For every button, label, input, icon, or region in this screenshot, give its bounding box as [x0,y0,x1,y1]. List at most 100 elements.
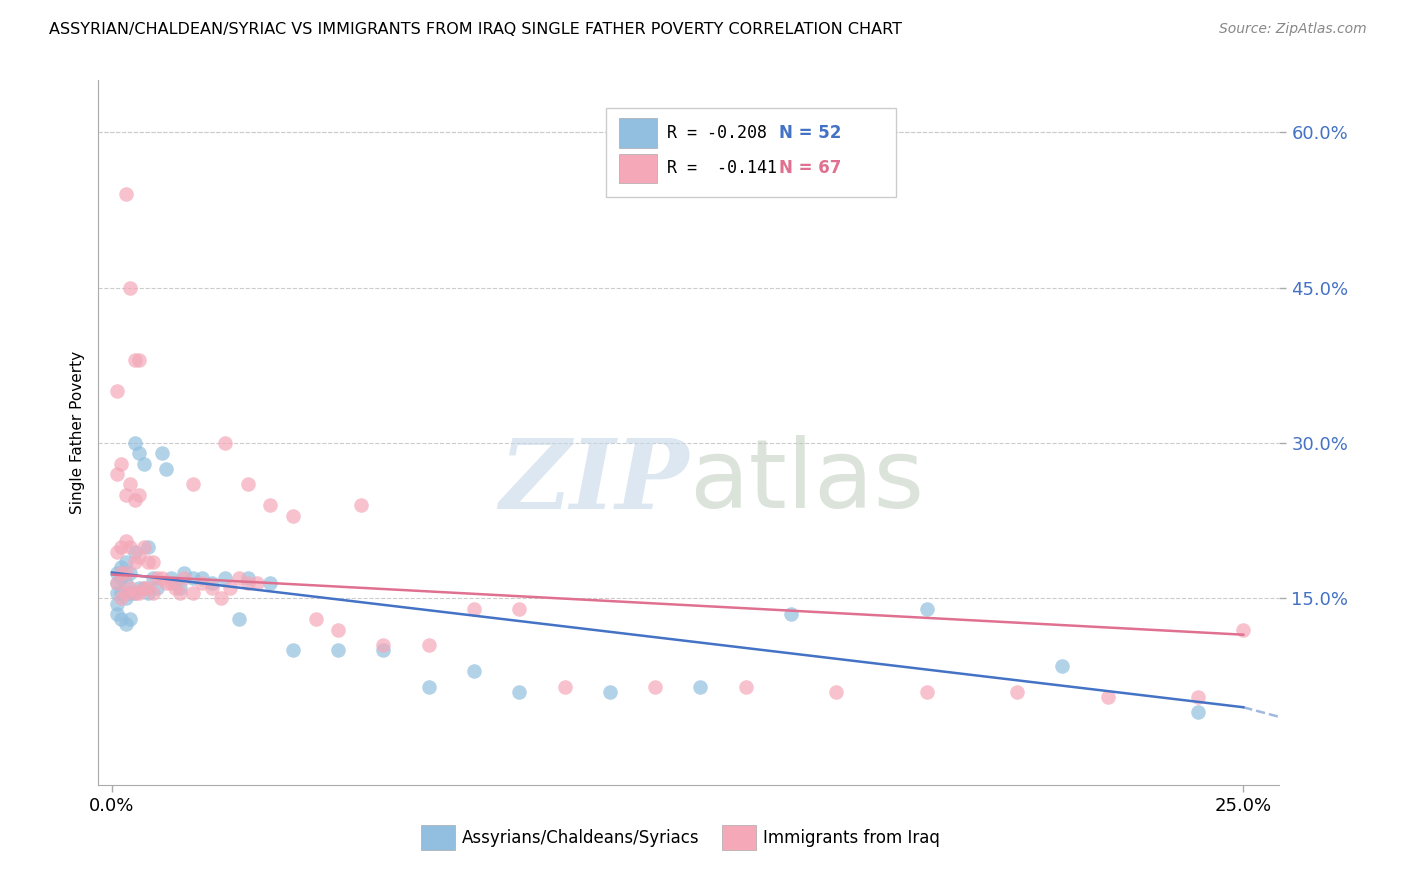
Point [915,684,938,698]
Point [200,575,222,590]
Point [418,638,440,652]
Point [124,586,146,600]
Point [373,643,395,657]
Point [236,477,259,491]
Point [120,540,142,554]
Point [246,575,269,590]
Point [114,534,136,549]
Point [124,586,146,600]
Point [214,436,236,450]
Point [136,581,159,595]
Point [191,575,214,590]
Point [132,581,155,595]
Point [463,601,485,615]
Point [132,581,155,595]
Point [120,612,142,626]
Point [734,680,756,694]
Point [644,680,666,694]
Text: Assyrians/Chaldeans/Syriacs: Assyrians/Chaldeans/Syriacs [463,829,700,847]
FancyBboxPatch shape [723,825,756,850]
Text: Source: ZipAtlas.com: Source: ZipAtlas.com [1219,22,1367,37]
Point [114,575,136,590]
Point [114,488,136,502]
Point [328,623,350,637]
Point [136,540,159,554]
Point [825,684,848,698]
Point [915,601,938,615]
Text: N = 67: N = 67 [779,160,841,178]
Point [214,571,236,585]
Point [110,560,132,574]
Point [508,601,530,615]
Point [259,575,281,590]
Point [259,498,281,512]
Text: Immigrants from Iraq: Immigrants from Iraq [763,829,941,847]
Point [150,571,173,585]
Point [142,555,165,569]
Point [120,581,142,595]
Point [173,566,195,580]
Point [165,581,187,595]
Text: R = -0.208: R = -0.208 [666,124,766,142]
Point [114,555,136,569]
Point [110,457,132,471]
Point [159,575,181,590]
Point [120,586,142,600]
Point [120,477,142,491]
Text: N = 52: N = 52 [779,124,841,142]
Point [132,540,155,554]
Point [110,566,132,580]
Point [1097,690,1119,704]
Point [120,280,142,294]
Point [1187,690,1209,704]
Point [105,566,128,580]
Point [373,638,395,652]
Point [183,477,205,491]
Point [553,680,575,694]
Point [110,540,132,554]
Point [142,571,165,585]
Point [1232,623,1254,637]
Point [105,586,128,600]
Point [124,545,146,559]
Point [463,664,485,678]
Point [508,684,530,698]
Point [105,467,128,481]
Point [200,581,222,595]
Point [146,581,169,595]
Point [689,680,711,694]
Point [110,571,132,585]
FancyBboxPatch shape [619,119,657,148]
Point [124,353,146,368]
Point [136,555,159,569]
Point [236,571,259,585]
Point [105,575,128,590]
FancyBboxPatch shape [420,825,456,850]
Point [150,446,173,460]
Point [105,575,128,590]
FancyBboxPatch shape [606,109,896,196]
Point [183,586,205,600]
Point [128,586,150,600]
Point [350,498,373,512]
Point [105,545,128,559]
Point [165,575,187,590]
Point [599,684,621,698]
Point [136,586,159,600]
Point [169,581,191,595]
Point [218,581,240,595]
Point [304,612,326,626]
Point [1052,658,1074,673]
Point [110,591,132,606]
Text: ZIP: ZIP [499,435,689,529]
Point [110,612,132,626]
Point [124,493,146,508]
Point [1187,706,1209,720]
Point [128,488,150,502]
Point [128,353,150,368]
Point [114,586,136,600]
Point [155,462,177,476]
Point [114,187,136,202]
Point [128,446,150,460]
Point [124,436,146,450]
